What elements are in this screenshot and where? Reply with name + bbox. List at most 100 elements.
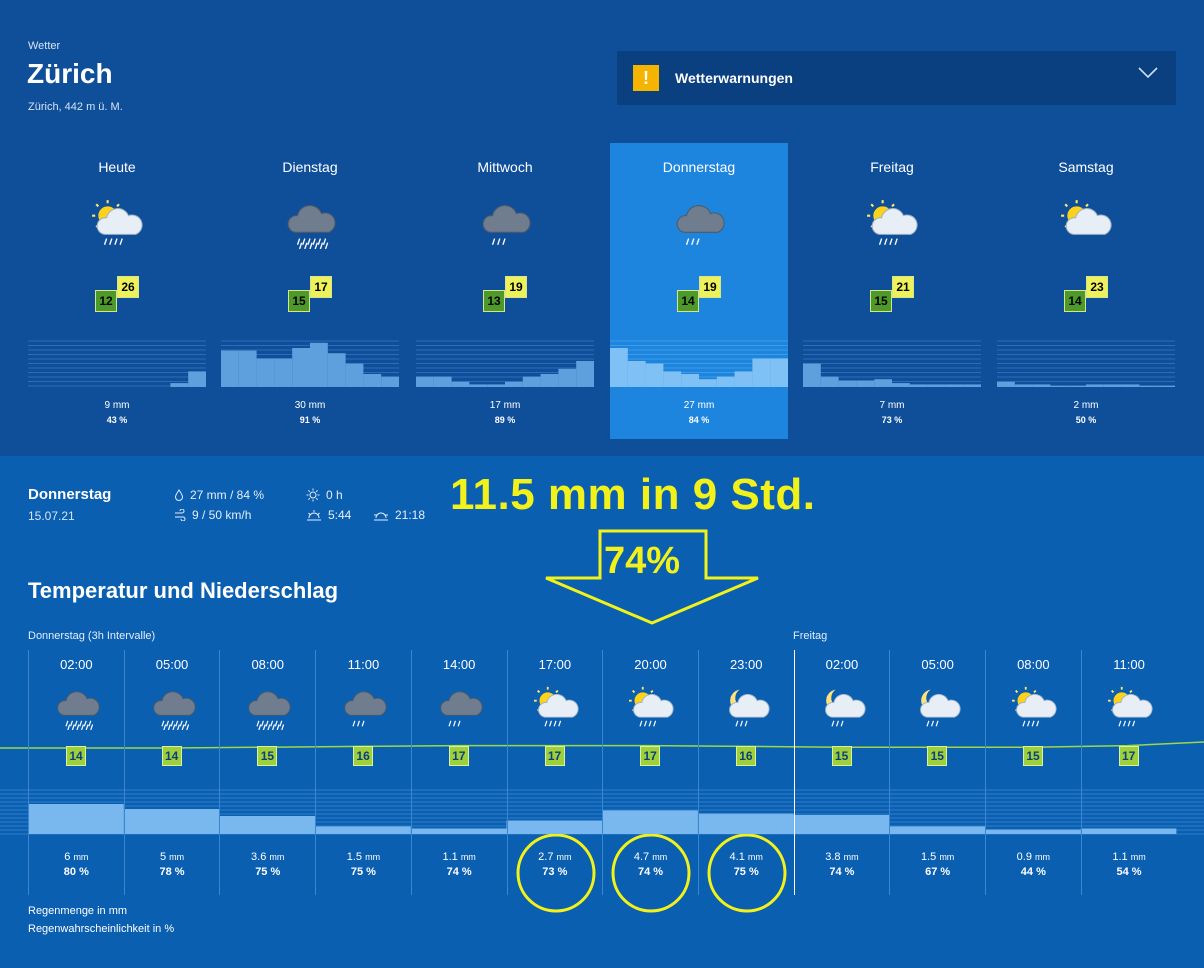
slot-precip-amount: 1.5 mm	[316, 851, 411, 863]
slot-temp-badge: 16	[735, 746, 756, 766]
day-precip-amount: 30 mm	[294, 400, 326, 411]
slot-mm-value: 1.1	[1112, 851, 1128, 863]
day-precip-chart	[221, 340, 399, 387]
annotation-circle	[707, 834, 787, 913]
sunshine-value: 0 h	[326, 488, 343, 502]
slot-temp-badge: 16	[353, 746, 374, 766]
day-precip-bar	[1068, 385, 1086, 387]
section-title: Temperatur und Niederschlag	[28, 578, 339, 603]
breadcrumb[interactable]: Wetter	[28, 40, 61, 52]
hourly-precip-bar	[28, 804, 124, 834]
forecast-overview: Wetter Zürich Zürich, 442 m ü. M. ! Wett…	[0, 0, 1204, 456]
day-precip-amount: 2 mm	[1073, 400, 1099, 411]
wind-summary: 9 / 50 km/h	[174, 508, 251, 522]
day-precip-bar	[820, 376, 839, 387]
slot-time: 02:00	[825, 657, 859, 672]
slot-precip-probability: 54 %	[1116, 866, 1142, 878]
temp-max-badge: 19	[505, 276, 527, 298]
sun-icon	[306, 488, 320, 502]
day-precip-bar	[363, 374, 382, 387]
sunset-summary: 21:18	[373, 508, 425, 522]
slot-mm-value: 1.5	[920, 851, 937, 863]
next-day-label: Freitag	[793, 630, 828, 642]
slot-precip-probability: 75 %	[350, 866, 376, 878]
day-precip-bar	[803, 363, 821, 387]
slot-precip-probability: 78 %	[159, 866, 185, 878]
day-column-mittwoch[interactable]: Mittwoch 13 19 17 mm 89 %	[416, 143, 594, 439]
day-precip-bar	[576, 361, 594, 387]
slot-time: 05:00	[155, 657, 189, 672]
slot-mm-unit: mm	[939, 852, 955, 862]
day-name: Mittwoch	[477, 159, 533, 175]
slot-precip-amount: 1.5 mm	[890, 851, 985, 863]
slot-time: 02:00	[60, 657, 93, 672]
day-precip-bar	[170, 383, 189, 387]
day-precip-chart	[803, 340, 981, 387]
slot-mm-value: 1.1	[442, 851, 458, 863]
legend-probability: Regenwahrscheinlichkeit in %	[28, 923, 175, 935]
slot-precip-probability: 67 %	[925, 866, 951, 878]
day-precip-bar	[1121, 384, 1140, 387]
precip-summary: 27 mm / 84 %	[174, 488, 264, 502]
hourly-slot: 14:00 17 1.1 mm 74 %	[410, 650, 507, 895]
cloud-rain-icon	[672, 199, 726, 249]
day-precip-bar	[1086, 384, 1104, 387]
day-precip-bar	[927, 384, 946, 387]
day-precip-bar	[627, 361, 646, 387]
day-column-samstag[interactable]: Samstag 14 23 2 mm 50 %	[997, 143, 1175, 439]
location-altitude: Zürich, 442 m ü. M.	[28, 101, 123, 113]
temp-max-badge: 21	[892, 276, 914, 298]
annotation-percent: 74%	[604, 540, 681, 582]
day-precip-bar	[469, 384, 488, 387]
day-precip-bar	[645, 363, 664, 387]
slot-precip-probability: 44 %	[1020, 866, 1046, 878]
slot-mm-unit: mm	[747, 852, 763, 862]
day-column-heute[interactable]: Heute 12 26 9 mm 43 %	[28, 143, 206, 439]
day-precip-bar	[874, 379, 892, 387]
day-precip-bar	[997, 381, 1015, 387]
cloud-heavy-rain-icon	[242, 686, 294, 731]
day-precip-bar	[838, 380, 857, 387]
temp-max-badge: 23	[1086, 276, 1108, 298]
hourly-slot: 05:00 15 1.5 mm 67 %	[889, 650, 985, 895]
slot-precip-probability: 75 %	[255, 866, 281, 878]
day-column-dienstag[interactable]: Dienstag 15 17 30 mm 91 %	[221, 143, 399, 439]
weather-warnings-dropdown[interactable]: ! Wetterwarnungen	[617, 51, 1176, 105]
hourly-precip-bar	[315, 826, 411, 834]
page-title: Zürich	[27, 58, 113, 89]
day-precip-bar	[699, 379, 717, 387]
slot-mm-value: 6	[64, 851, 71, 863]
raindrop-icon	[174, 489, 184, 501]
moon-cloud-rain-icon	[912, 686, 964, 730]
slot-mm-unit: mm	[843, 852, 859, 862]
day-precip-bar	[188, 371, 206, 387]
day-precip-probability: 84 %	[688, 415, 710, 425]
slot-mm-unit: mm	[460, 852, 476, 862]
hourly-precip-bar	[697, 813, 794, 834]
cloud-heavy-rain-icon	[147, 686, 199, 731]
slot-mm-unit: mm	[556, 852, 572, 862]
cloud-rain-icon	[338, 686, 390, 730]
slot-precip-probability: 74 %	[829, 866, 855, 878]
slot-time: 11:00	[347, 657, 380, 672]
hourly-slot: 20:00 17 4.7 mm 74 %	[602, 650, 698, 913]
day-precip-bar	[1157, 385, 1175, 387]
day-precip-bar	[274, 358, 293, 387]
day-column-freitag[interactable]: Freitag 15 21 7 mm 73 %	[803, 143, 981, 439]
day-precip-amount: 7 mm	[879, 400, 905, 411]
sun-cloud-icon	[1059, 199, 1113, 249]
day-precip-bar	[663, 371, 682, 387]
slot-precip-amount: 3.8 mm	[795, 851, 890, 863]
slot-precip-amount: 3.6 mm	[220, 851, 315, 863]
day-precip-chart	[610, 340, 788, 387]
slot-mm-unit: mm	[269, 852, 285, 862]
cloud-rain-icon	[478, 199, 532, 249]
legend-amount: Regenmenge in mm	[28, 905, 128, 917]
weather-warnings-label: Wetterwarnungen	[675, 70, 793, 86]
day-column-donnerstag[interactable]: Donnerstag 14 19 27 mm 84 %	[610, 143, 788, 439]
day-precip-bar	[752, 358, 771, 387]
day-name: Heute	[98, 159, 136, 175]
day-precip-bar	[540, 374, 559, 387]
wind-icon	[175, 509, 186, 521]
slot-precip-amount: 4.7 mm	[603, 851, 698, 863]
